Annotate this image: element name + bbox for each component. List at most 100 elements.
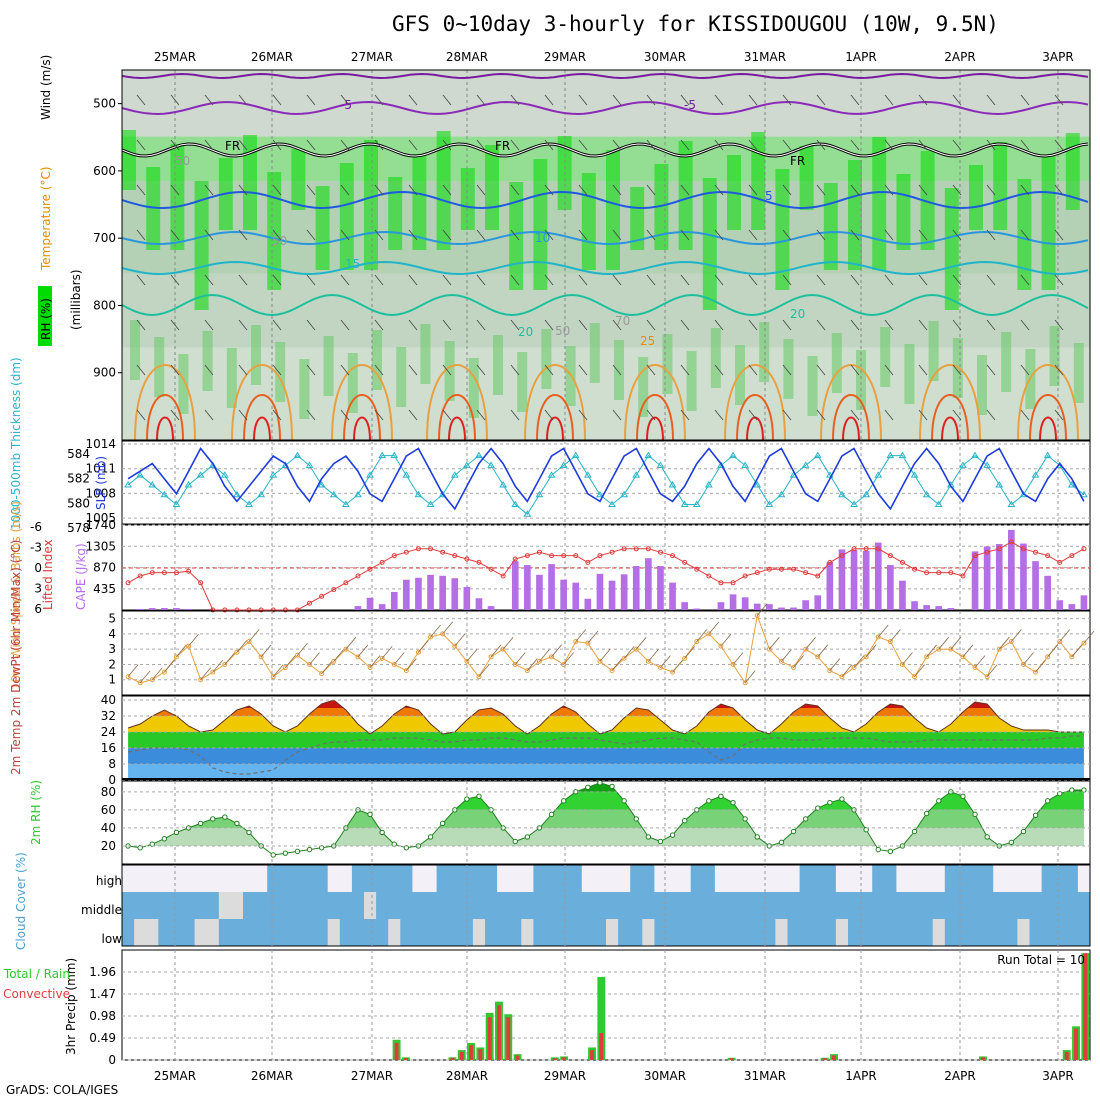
cloud-cell-middle: [944, 892, 958, 919]
wind-barb: [850, 274, 860, 286]
cape-bar: [862, 550, 870, 610]
cloud-cell-middle: [158, 892, 171, 919]
lifted-index-marker: [585, 559, 591, 565]
cloud-cell-low: [993, 919, 1006, 946]
cloud-cell-middle: [799, 892, 813, 919]
wind-speed-marker: [863, 654, 869, 660]
cape-bar: [366, 597, 374, 610]
isotherm-line: [121, 143, 1089, 157]
rh-patch: [460, 168, 475, 230]
rh2m-marker: [790, 828, 797, 835]
precip-convective-bar: [980, 1057, 985, 1060]
wind-barb-10m: [297, 643, 308, 656]
rh-patch: [823, 183, 838, 270]
lifted-index-marker: [1069, 553, 1075, 559]
rh2m-marker: [548, 811, 555, 818]
thickness-marker: [971, 451, 979, 459]
rh-patch: [243, 135, 257, 230]
thickness-marker: [729, 451, 737, 459]
wind-barb-10m: [430, 624, 441, 638]
wind-barb-10m: [176, 644, 187, 658]
cloud-cell-high: [666, 865, 680, 892]
lifted-index-marker: [621, 546, 627, 552]
wind-speed-marker: [936, 646, 942, 652]
wind-barb: [680, 139, 690, 151]
lifted-index-marker: [561, 553, 567, 559]
thickness-marker: [341, 500, 350, 507]
wind-barb: [884, 319, 894, 331]
wind-speed-marker: [803, 646, 809, 652]
rh2m-marker: [827, 799, 833, 806]
wind-barb-10m: [393, 652, 405, 665]
wind-barb-10m: [1047, 644, 1058, 658]
wind-barb-10m: [902, 652, 913, 665]
cloud-cell-low: [303, 919, 317, 946]
cloud-cell-high: [436, 865, 450, 892]
rh-patch: [130, 320, 140, 380]
cloud-cell-middle: [787, 892, 801, 919]
wind-barb-10m: [139, 670, 151, 684]
wind-speed-marker: [1008, 639, 1014, 645]
cloud-cell-middle: [533, 892, 546, 919]
wind-speed-marker: [403, 668, 409, 674]
lifted-index-marker: [331, 587, 337, 593]
cloud-cell-low: [775, 919, 788, 946]
cloud-cell-high: [315, 865, 329, 892]
cloud-cell-middle: [388, 892, 401, 919]
li-tick-label: -3: [30, 541, 42, 555]
rh2m-marker: [621, 798, 627, 804]
wind-barb: [170, 319, 180, 331]
wind-speed-marker: [670, 669, 676, 675]
lifted-index-marker: [972, 553, 978, 559]
thickness-marker: [596, 490, 604, 498]
cape-bar: [935, 606, 943, 610]
rh-patch: [783, 339, 794, 399]
thickness-tick-label: 582: [67, 472, 90, 486]
wind-barb: [884, 274, 894, 286]
wind-barb: [646, 229, 656, 241]
wind-barb: [578, 229, 588, 241]
cloud-cell-middle: [315, 892, 329, 919]
cloud-cell-high: [884, 865, 897, 892]
wind-barb: [714, 319, 724, 331]
cloud-cell-low: [230, 919, 244, 946]
wind-barb-10m: [611, 658, 623, 671]
wind-barb-10m: [164, 659, 175, 673]
cape-bar: [911, 601, 918, 610]
cape-tick-label: 870: [93, 561, 116, 575]
wind-barb: [918, 364, 928, 376]
cloud-cell-high: [303, 865, 317, 892]
cape-bar: [608, 580, 616, 610]
wind-barb: [986, 184, 996, 196]
wind-barb: [578, 274, 588, 286]
wind-barb-10m: [248, 629, 260, 642]
cloud-cell-middle: [690, 892, 704, 919]
precip-convective-bar: [832, 1055, 837, 1060]
cloud-cell-high: [690, 865, 704, 892]
lifted-index-marker: [803, 570, 809, 576]
thickness-marker: [838, 490, 846, 498]
cloud-cell-low: [122, 919, 135, 946]
run-total-annotation: Run Total = 10: [997, 953, 1085, 967]
wind-barb: [238, 274, 248, 286]
cloud-cell-middle: [182, 892, 196, 919]
lifted-index-marker: [282, 607, 288, 613]
lifted-index-marker: [403, 549, 409, 555]
wind-barb: [884, 184, 894, 196]
cloud-cell-middle: [521, 892, 534, 919]
rh2m-marker: [706, 798, 712, 804]
wind-tick-label: 5: [108, 612, 116, 626]
wind-barb-10m: [527, 658, 538, 671]
wind-barb: [918, 274, 928, 286]
cloud-cell-high: [291, 865, 304, 892]
cloud-cell-middle: [872, 892, 885, 919]
precip-convective-bar: [450, 1057, 455, 1060]
thickness-marker: [366, 471, 374, 478]
rh-patch: [396, 347, 407, 407]
lifted-index-marker: [936, 570, 942, 576]
wind-barb-10m: [599, 649, 611, 662]
diurnal-temp-contour: [636, 394, 674, 441]
thickness-marker: [547, 471, 556, 478]
diurnal-temp-contour: [343, 394, 381, 441]
